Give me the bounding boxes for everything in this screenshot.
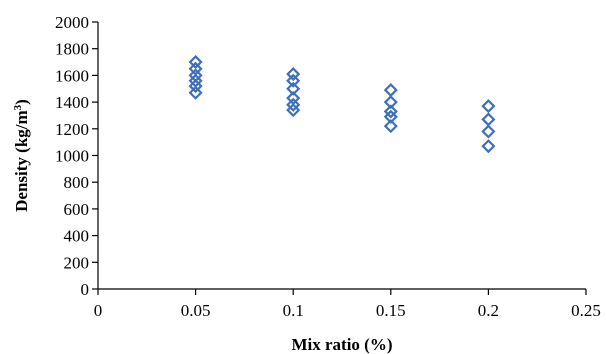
axes <box>97 22 586 290</box>
y-tick-label: 1600 <box>55 66 89 85</box>
y-axis-title-main: Density (kg/m <box>12 110 31 212</box>
data-point <box>286 81 301 96</box>
data-point <box>481 99 496 114</box>
y-tick-label: 800 <box>64 173 90 192</box>
data-point <box>383 95 398 110</box>
data-point <box>481 139 496 154</box>
x-tick-label: 0.15 <box>376 301 406 320</box>
y-axis-title-close: ) <box>12 99 31 105</box>
y-tick-label: 1000 <box>55 147 89 166</box>
x-axis-title: Mix ratio (%) <box>291 335 392 354</box>
data-point <box>188 85 203 100</box>
data-point <box>383 83 398 98</box>
x-tick-label: 0.25 <box>571 301 601 320</box>
data-point <box>286 67 301 82</box>
y-tick-label: 2000 <box>55 13 89 32</box>
data-point <box>481 112 496 127</box>
x-tick-label: 0.2 <box>478 301 499 320</box>
data-point <box>286 103 301 118</box>
y-tick-label: 1400 <box>55 93 89 112</box>
data-point <box>286 97 301 112</box>
y-tick-label: 600 <box>64 200 90 219</box>
data-point <box>286 73 301 88</box>
y-tick-label: 0 <box>81 280 90 299</box>
data-point <box>383 104 398 119</box>
data-point <box>188 54 203 70</box>
data-point <box>481 124 496 139</box>
y-axis-title: Density (kg/m3) <box>12 99 31 212</box>
x-tick-label: 0.05 <box>181 301 211 320</box>
y-tick-label: 200 <box>64 253 90 272</box>
x-ticks: 0 0.05 0.1 0.15 0.2 0.25 <box>94 289 601 320</box>
y-tick-label: 1800 <box>55 40 89 59</box>
x-tick-label: 0 <box>94 301 103 320</box>
x-tick-label: 0.1 <box>283 301 304 320</box>
y-tick-label: 1200 <box>55 120 89 139</box>
y-ticks: 0 200 400 600 800 1000 1200 1400 1600 1800 2000 <box>55 13 98 299</box>
data-points <box>188 54 496 154</box>
data-point <box>383 109 398 124</box>
data-point <box>383 119 398 134</box>
data-point <box>188 79 203 94</box>
y-axis-title-superscript: 3 <box>12 104 24 110</box>
y-tick-label: 400 <box>64 227 90 246</box>
